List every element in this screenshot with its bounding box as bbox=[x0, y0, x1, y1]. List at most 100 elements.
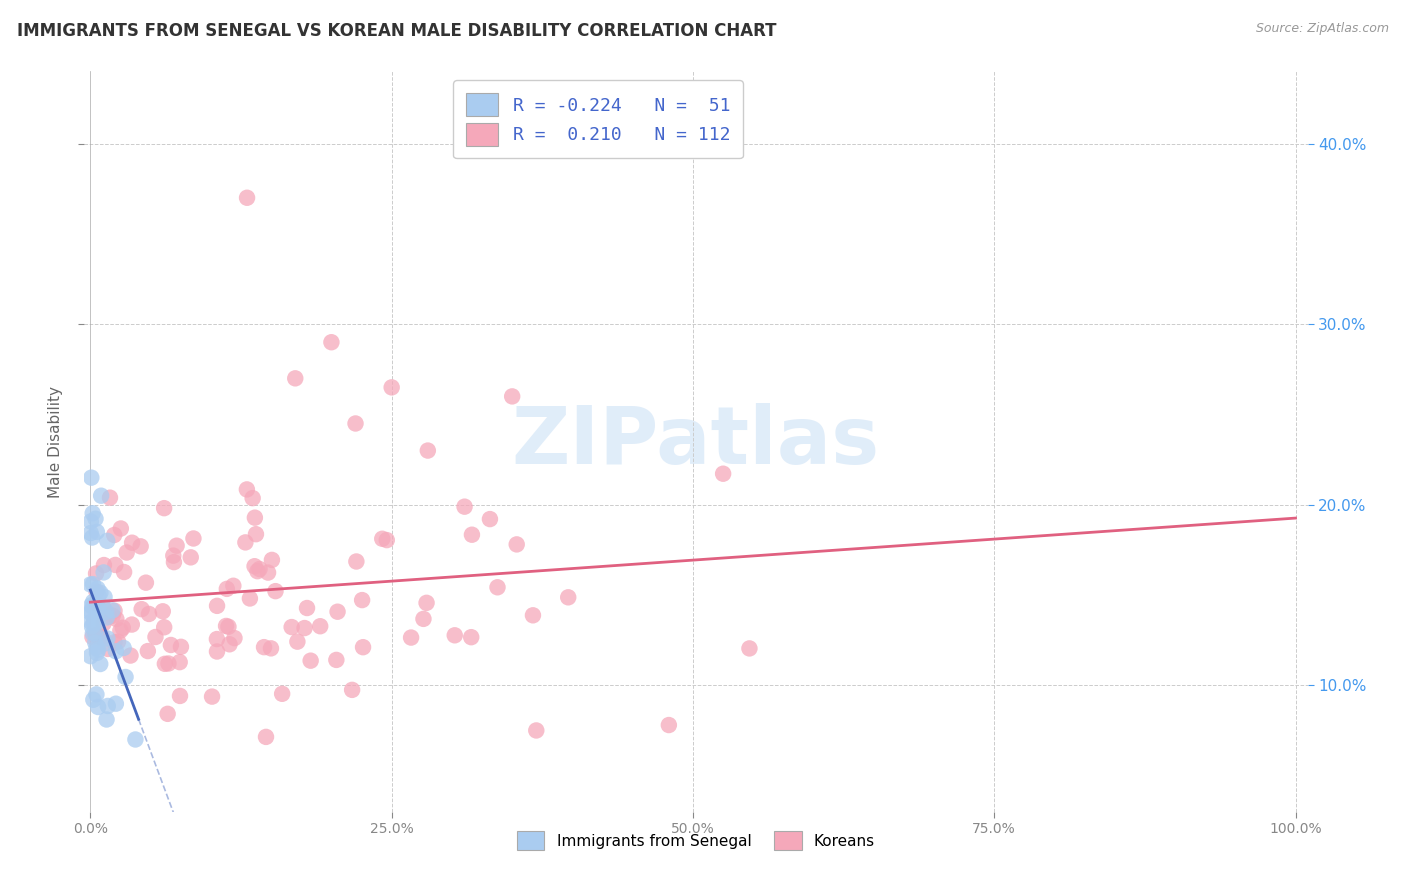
Point bbox=[87, 602, 110, 616]
Point bbox=[260, 553, 283, 567]
Point bbox=[97, 609, 120, 624]
Point bbox=[201, 690, 224, 704]
Point bbox=[443, 628, 465, 642]
Point bbox=[271, 687, 294, 701]
Point bbox=[169, 689, 191, 703]
Point bbox=[236, 483, 259, 497]
Point bbox=[111, 621, 134, 635]
Point bbox=[82, 595, 104, 609]
Point bbox=[344, 554, 367, 568]
Point bbox=[84, 628, 107, 642]
Point bbox=[524, 723, 547, 738]
Point bbox=[80, 619, 103, 633]
Point bbox=[89, 586, 111, 600]
Point bbox=[96, 632, 118, 646]
Point bbox=[86, 640, 108, 655]
Point bbox=[114, 670, 136, 684]
Point bbox=[218, 637, 240, 651]
Point bbox=[352, 640, 374, 655]
Point bbox=[242, 491, 264, 505]
Point bbox=[162, 549, 184, 563]
Point bbox=[86, 687, 108, 701]
Point bbox=[170, 640, 193, 654]
Point bbox=[381, 380, 404, 394]
Point bbox=[96, 533, 118, 548]
Point bbox=[131, 602, 153, 616]
Point bbox=[460, 630, 482, 644]
Point bbox=[93, 590, 115, 604]
Point bbox=[91, 599, 114, 614]
Point bbox=[264, 584, 287, 599]
Point bbox=[352, 593, 374, 607]
Point bbox=[97, 642, 120, 657]
Point bbox=[86, 646, 108, 660]
Point bbox=[453, 500, 475, 514]
Point bbox=[104, 558, 127, 572]
Point bbox=[112, 565, 135, 579]
Point bbox=[80, 599, 103, 613]
Point bbox=[478, 512, 501, 526]
Legend: Immigrants from Senegal, Koreans: Immigrants from Senegal, Koreans bbox=[510, 825, 882, 856]
Point bbox=[115, 545, 138, 559]
Point bbox=[284, 371, 307, 385]
Point bbox=[738, 641, 761, 656]
Point bbox=[461, 527, 484, 541]
Point bbox=[86, 582, 108, 596]
Point bbox=[83, 599, 105, 613]
Point bbox=[257, 566, 280, 580]
Point bbox=[84, 635, 107, 649]
Point bbox=[658, 718, 681, 732]
Point bbox=[87, 700, 110, 714]
Point bbox=[129, 540, 152, 554]
Point bbox=[96, 605, 118, 619]
Point bbox=[89, 657, 111, 671]
Point bbox=[215, 582, 238, 596]
Point bbox=[135, 575, 157, 590]
Point bbox=[215, 619, 238, 633]
Point bbox=[110, 624, 132, 638]
Point bbox=[83, 615, 105, 630]
Point bbox=[415, 596, 437, 610]
Text: Source: ZipAtlas.com: Source: ZipAtlas.com bbox=[1256, 22, 1389, 36]
Point bbox=[101, 603, 124, 617]
Point bbox=[295, 601, 318, 615]
Point bbox=[166, 539, 188, 553]
Point bbox=[205, 599, 228, 613]
Point bbox=[160, 638, 183, 652]
Point bbox=[522, 608, 544, 623]
Point bbox=[340, 682, 363, 697]
Point bbox=[239, 591, 262, 606]
Point bbox=[97, 698, 120, 713]
Point bbox=[299, 654, 322, 668]
Point bbox=[287, 634, 309, 648]
Point bbox=[371, 532, 394, 546]
Point bbox=[82, 630, 104, 644]
Point bbox=[93, 558, 115, 572]
Point bbox=[80, 470, 103, 484]
Point bbox=[80, 526, 103, 541]
Point bbox=[235, 535, 257, 549]
Point bbox=[326, 605, 349, 619]
Point bbox=[224, 631, 246, 645]
Point bbox=[101, 608, 124, 623]
Point bbox=[280, 620, 302, 634]
Point bbox=[124, 732, 146, 747]
Point bbox=[153, 501, 176, 516]
Point bbox=[79, 649, 101, 664]
Point bbox=[86, 597, 108, 611]
Point bbox=[96, 713, 118, 727]
Point bbox=[243, 510, 266, 524]
Point bbox=[84, 625, 107, 640]
Point bbox=[89, 630, 111, 644]
Point bbox=[711, 467, 734, 481]
Point bbox=[121, 535, 143, 549]
Point bbox=[82, 506, 104, 520]
Point bbox=[222, 579, 245, 593]
Point bbox=[163, 555, 186, 569]
Point bbox=[557, 591, 579, 605]
Point bbox=[103, 635, 125, 649]
Point bbox=[105, 612, 128, 626]
Point bbox=[145, 630, 167, 644]
Point bbox=[416, 443, 439, 458]
Point bbox=[253, 640, 276, 655]
